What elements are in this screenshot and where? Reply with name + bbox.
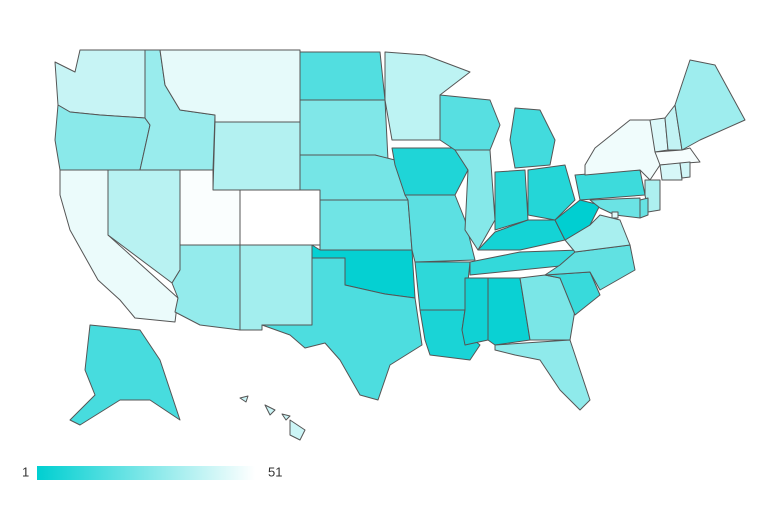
state [494,339,591,411]
state [261,257,423,401]
colorbar-min-label: 1 [22,464,29,479]
colorbar [37,466,255,480]
state [654,147,701,166]
state [299,51,386,101]
states [54,49,746,441]
state [527,164,576,221]
state [239,244,313,331]
state [319,199,413,251]
state [644,179,661,213]
state [509,107,556,169]
state [212,121,301,191]
state [494,169,529,231]
state [487,277,531,346]
state [589,197,641,219]
state [611,211,619,219]
state [299,99,389,161]
state [239,395,306,441]
state [659,162,683,181]
state [414,261,471,311]
state [554,199,601,241]
state [391,147,469,196]
state [239,189,321,246]
state [674,59,746,151]
state [54,49,146,119]
state [544,244,636,291]
state [404,194,476,263]
colorbar-max-label: 51 [268,464,282,479]
state [439,94,501,151]
state [461,277,489,346]
state [584,119,661,181]
state [69,324,181,426]
state [679,161,691,179]
state [639,197,649,219]
state [171,244,241,331]
